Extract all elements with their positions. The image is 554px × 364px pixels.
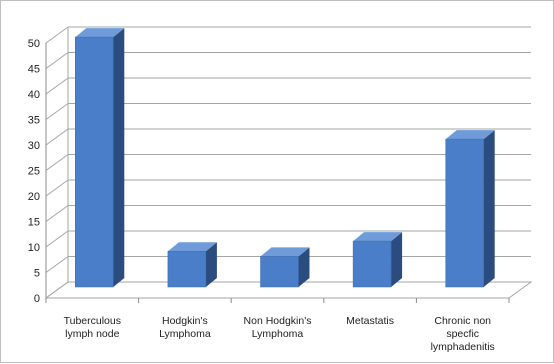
bar [260,247,310,288]
y-tick-label: 40 [28,89,40,101]
y-tick-label: 30 [28,140,40,152]
bar [75,28,125,288]
bar-front [75,36,114,288]
bar-side [298,247,310,287]
side-wall-line [45,77,69,95]
bar-top [167,242,217,252]
side-wall-line [45,26,69,44]
category-label-line: Tuberculous [64,315,121,327]
bar-top [353,232,403,242]
axes [44,27,533,303]
side-wall-line [45,230,69,248]
bar-top [445,130,495,140]
bar-top [260,247,310,257]
bar-front [260,256,299,288]
bar [167,242,217,288]
side-wall-line [45,128,69,146]
y-tick-labels: 0 5 10 15 20 25 30 35 40 45 50 [28,38,40,305]
bar-side [483,130,495,287]
bar-side [391,232,403,287]
floor [44,281,533,299]
category-label: Metastatis [346,315,394,327]
side-wall-line [45,205,69,222]
bar [352,232,403,288]
y-tick-label: 45 [28,64,40,76]
category-label-line: lymph node [65,328,119,340]
category-label-line: Hodgkin's [162,315,208,327]
category-label: Tuberculous lymph node [64,315,121,340]
category-label-line: Non Hodgkin's [244,315,312,327]
y-tick-label: 0 [34,293,40,305]
y-tick-label: 50 [28,38,40,50]
y-tick-label: 10 [28,242,40,254]
category-label: Chronic non specfic lymphadenitis [431,315,495,353]
category-label-line: specfic [446,328,479,340]
side-wall-line [45,256,69,273]
category-label-line: Lymphoma [159,328,211,340]
category-label-line: Metastatis [346,315,394,327]
y-tick-label: 15 [28,217,40,229]
bar-top [75,28,125,38]
side-wall-line [45,103,69,120]
category-label: Hodgkin's Lymphoma [159,315,211,340]
bar-front [352,240,392,288]
side-wall-line [45,179,69,197]
category-label-line: Lymphoma [252,328,304,340]
y-tick-label: 35 [28,115,40,127]
side-wall-line [45,154,69,171]
bar-front [167,251,207,288]
bar-side [113,28,125,287]
bars [75,28,495,288]
y-tick-label: 20 [28,191,40,203]
y-tick-label: 25 [28,166,40,178]
bar [445,130,495,288]
category-label: Non Hodgkin's Lymphoma [244,315,312,340]
bar-front [445,138,484,288]
category-label-line: Chronic non [434,315,491,327]
category-label-line: lymphadenitis [431,341,495,353]
side-wall-line [45,52,69,69]
bar-side [205,242,217,287]
y-tick-label: 5 [34,268,40,280]
